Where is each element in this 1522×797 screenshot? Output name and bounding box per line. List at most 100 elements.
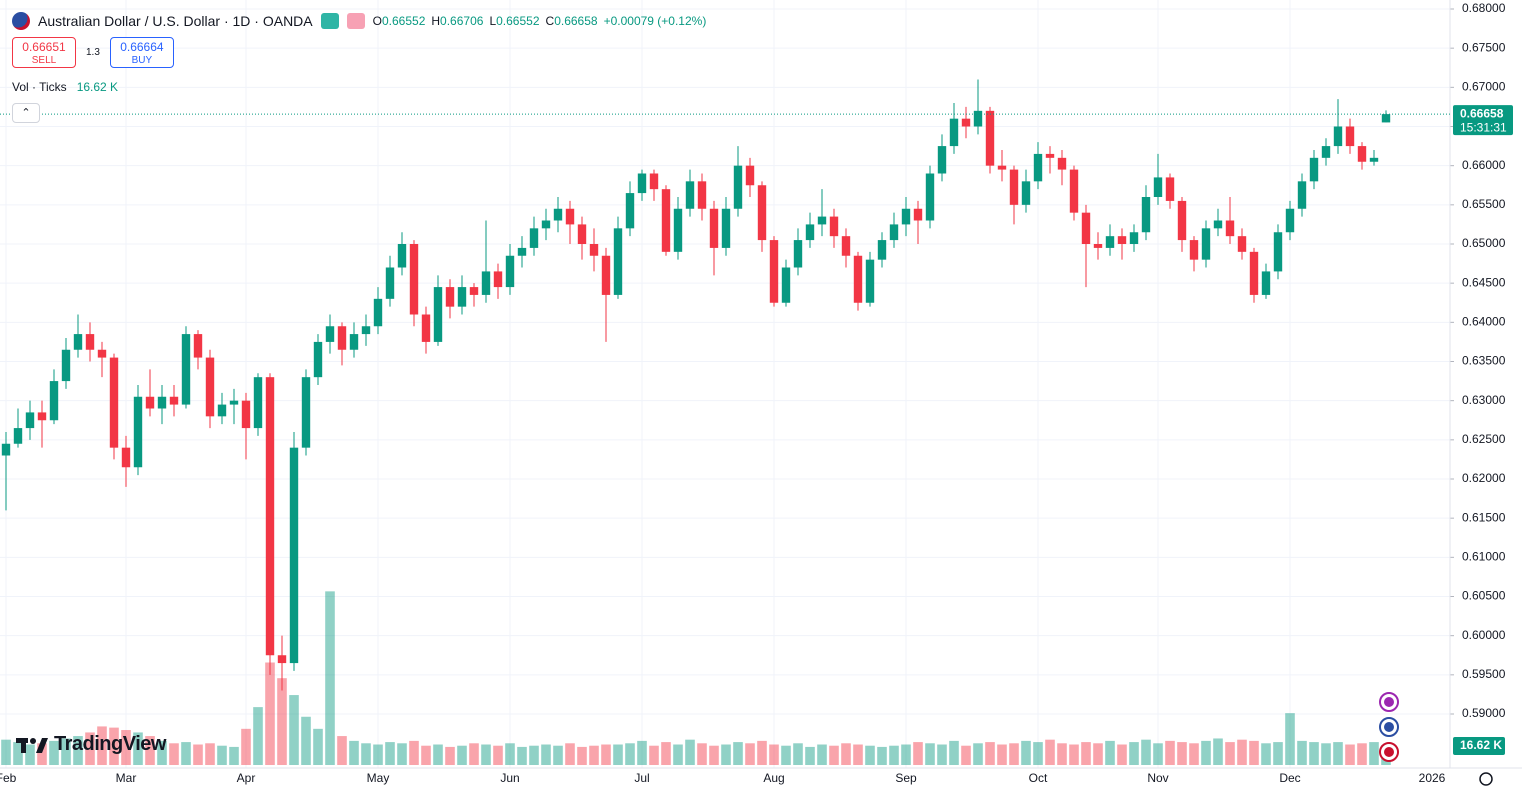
- volume-bar: [769, 744, 779, 765]
- symbol-header: Australian Dollar / U.S. Dollar · 1D · O…: [12, 12, 706, 30]
- collapse-button[interactable]: ⌃: [12, 103, 40, 123]
- y-tick-label: 0.64500: [1462, 275, 1506, 289]
- candle-body: [37, 412, 47, 421]
- volume-bar: [985, 742, 995, 765]
- volume-bar: [541, 744, 551, 765]
- volume-bar: [1069, 744, 1079, 765]
- candle-body: [1369, 157, 1379, 162]
- buy-button[interactable]: 0.66664 BUY: [109, 37, 174, 68]
- candle-body: [1105, 236, 1115, 248]
- candle-body: [1333, 126, 1343, 147]
- sell-label: SELL: [31, 55, 57, 66]
- candle-body: [853, 255, 863, 303]
- volume-bar: [181, 742, 191, 765]
- candle-body: [937, 146, 947, 174]
- volume-bar: [865, 745, 875, 765]
- candle-body: [337, 326, 347, 350]
- candle-body: [973, 110, 983, 127]
- candle-body: [901, 208, 911, 225]
- volume-bar: [457, 745, 467, 765]
- volume-bar: [121, 730, 131, 765]
- volume-bar: [793, 743, 803, 765]
- status-chip[interactable]: [320, 13, 339, 29]
- volume-bar: [1177, 742, 1187, 765]
- x-tick-label: Aug: [763, 771, 784, 785]
- volume-bar: [637, 740, 647, 765]
- candle-body: [385, 267, 395, 299]
- volume-bar: [757, 740, 767, 765]
- y-tick-label: 0.63000: [1462, 393, 1506, 407]
- volume-bar: [397, 743, 407, 765]
- volume-bar: [1321, 743, 1331, 765]
- candle-body: [85, 334, 95, 350]
- sell-button[interactable]: 0.66651 SELL: [12, 37, 76, 68]
- y-tick-label: 0.62000: [1462, 471, 1506, 485]
- candle-body: [361, 326, 371, 335]
- volume-bar: [829, 745, 839, 765]
- ohlc-value: 0.66552: [381, 14, 426, 28]
- volume-bar: [877, 746, 887, 765]
- volume-bar: [109, 727, 119, 765]
- volume-bar: [361, 743, 371, 765]
- volume-bar: [1153, 743, 1163, 765]
- volume-bar: [61, 738, 71, 765]
- volume-bar: [325, 591, 335, 765]
- candle-body: [241, 400, 251, 429]
- candle-body: [529, 228, 539, 248]
- candle-body: [601, 255, 611, 295]
- volume-bar: [1369, 742, 1379, 765]
- status-chip[interactable]: [346, 13, 365, 29]
- volume-bar: [1189, 743, 1199, 765]
- volume-bar: [517, 746, 527, 765]
- candle-body: [1381, 114, 1391, 123]
- candle-body: [1189, 240, 1199, 260]
- candle-body: [553, 208, 563, 221]
- candle-body: [1141, 197, 1151, 233]
- volume-bar: [505, 743, 515, 765]
- volume-bar: [13, 742, 23, 765]
- candle-body: [13, 428, 23, 444]
- candle-body: [817, 216, 827, 225]
- trade-panel: 0.66651 SELL 1.3 0.66664 BUY: [12, 37, 174, 68]
- ohlc-label: H: [431, 14, 441, 28]
- symbol-flag: [12, 12, 30, 30]
- candle-body: [829, 216, 839, 237]
- y-tick-label: 0.59000: [1462, 706, 1506, 720]
- x-tick-label: Dec: [1279, 771, 1300, 785]
- symbol-title[interactable]: Australian Dollar / U.S. Dollar · 1D · O…: [38, 13, 313, 29]
- candle-body: [1321, 146, 1331, 158]
- volume-bar: [625, 743, 635, 765]
- x-tick-label: Oct: [1029, 771, 1048, 785]
- y-tick-label: 0.67000: [1462, 80, 1506, 94]
- candle-body: [1165, 177, 1175, 201]
- volume-bar: [1357, 743, 1367, 765]
- volume-bar: [49, 740, 59, 765]
- settings-icon: [1479, 772, 1493, 786]
- ohlc-values: O0.66552 H0.66706 L0.66552 C0.66658 +0.0…: [373, 14, 707, 28]
- volume-bar: [1285, 713, 1295, 765]
- candle-body: [109, 357, 119, 448]
- price-change: +0.00079 (+0.12%): [603, 14, 707, 28]
- volume-bar: [781, 745, 791, 765]
- volume-bar: [1273, 742, 1283, 765]
- volume-bar: [937, 744, 947, 765]
- event-icon-dot: [1384, 747, 1394, 757]
- volume-bar: [1021, 740, 1031, 765]
- volume-bar: [673, 744, 683, 765]
- candle-body: [49, 381, 59, 421]
- event-icon-dot: [1384, 697, 1394, 707]
- volume-bar: [745, 743, 755, 765]
- indicator-name[interactable]: Vol · Ticks: [12, 80, 67, 94]
- candle-body: [277, 655, 287, 664]
- candle-body: [481, 271, 491, 295]
- y-tick-label: 0.60500: [1462, 589, 1506, 603]
- volume-bar: [421, 745, 431, 765]
- y-tick-label: 0.64000: [1462, 315, 1506, 329]
- volume-bar: [601, 744, 611, 765]
- volume-bar: [409, 740, 419, 765]
- volume-bar: [73, 736, 83, 765]
- candle-body: [505, 255, 515, 288]
- spread: 1.3: [86, 47, 100, 58]
- candle-body: [349, 334, 359, 350]
- volume-bar: [289, 695, 299, 765]
